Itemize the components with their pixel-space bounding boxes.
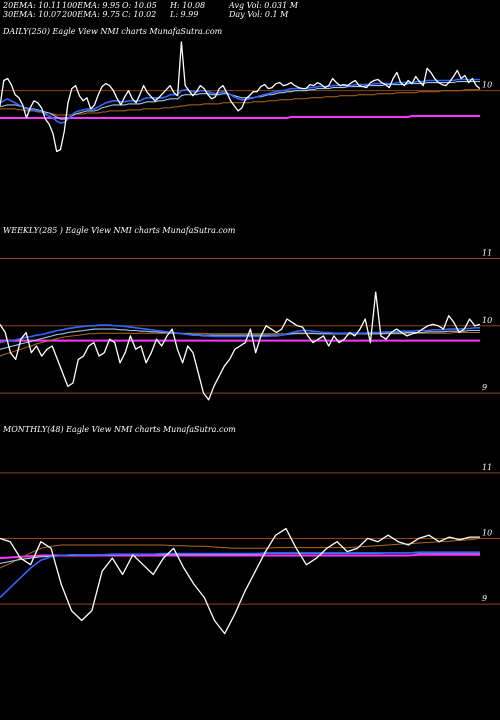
ema20-label: 20EMA: 10.11 xyxy=(3,1,62,10)
low-label: L: 9.99 xyxy=(170,10,199,19)
daily-ema-orange-line xyxy=(0,89,480,116)
weekly-panel-title: WEEKLY(285 ) Eagle View NMI charts Munaf… xyxy=(3,226,236,235)
ema200-label: 200EMA: 9.75 xyxy=(62,10,121,19)
open-label: O: 10.05 xyxy=(122,1,157,10)
monthly-price-line xyxy=(0,527,480,635)
day-vol-label: Day Vol: 0.1 M xyxy=(229,10,289,19)
weekly-price-line xyxy=(0,291,481,401)
avg-vol-label: Avg Vol: 0.031 M xyxy=(229,1,298,10)
monthly-ema-blue-line xyxy=(0,551,480,599)
daily-chart: 10 xyxy=(0,41,500,153)
ema100-label: 100EMA: 9.95 xyxy=(62,1,121,10)
ema30-label: 30EMA: 10.07 xyxy=(3,10,62,19)
monthly-chart: 11 10 9 xyxy=(0,463,500,635)
weekly-chart: 11 10 9 xyxy=(0,248,500,401)
daily-panel-title: DAILY(250) Eagle View NMI charts MunafaS… xyxy=(3,27,223,36)
high-label: H: 10.08 xyxy=(170,1,206,10)
monthly-ema-orange-line xyxy=(0,537,481,569)
monthly-y-tick-11: 11 xyxy=(482,463,492,472)
daily-ema-magenta-line xyxy=(0,115,480,119)
monthly-panel-title: MONTHLY(48) Eagle View NMI charts Munafa… xyxy=(3,425,236,434)
weekly-ema-orange-line xyxy=(0,332,480,357)
close-label: C: 10.02 xyxy=(122,10,157,19)
weekly-ema-light-line xyxy=(0,328,480,350)
monthly-y-tick-10: 10 xyxy=(482,528,492,537)
weekly-y-tick-11: 11 xyxy=(482,248,492,257)
monthly-y-tick-9: 9 xyxy=(482,594,487,603)
daily-y-tick-10: 10 xyxy=(482,81,492,90)
daily-ema-light-line xyxy=(0,81,480,120)
weekly-y-tick-9: 9 xyxy=(482,383,487,392)
daily-price-line xyxy=(0,41,481,153)
weekly-y-tick-10: 10 xyxy=(482,316,492,325)
